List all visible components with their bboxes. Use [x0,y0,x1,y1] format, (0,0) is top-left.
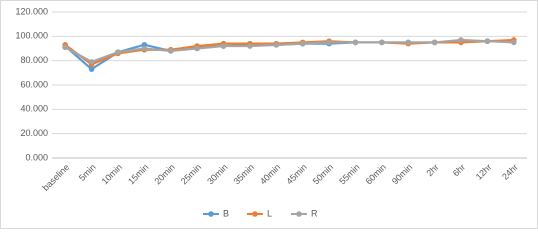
y-tick-label: 100.000 [15,31,48,41]
point [115,49,121,55]
legend-label: R [311,208,318,218]
point [247,43,253,49]
y-tick-label: 0.000 [25,152,48,162]
point [299,40,306,47]
chart-border [0,0,538,229]
legend-marker [296,211,302,217]
point [167,48,174,54]
point [88,59,95,65]
point [379,39,385,46]
legend-label: B [223,208,229,218]
point [141,45,148,52]
point [220,43,227,49]
point [194,45,200,52]
point [458,37,464,43]
series-line [64,38,514,63]
chart: 0.000 20.000 40.000 60.000 80.000 100.000 120.… [0,0,538,229]
legend-label: L [267,208,272,218]
legend-marker [208,211,214,217]
point [62,44,68,51]
point [484,38,491,44]
y-tick-label: 40.000 [20,104,48,114]
point [352,39,359,46]
y-tick-label: 20.000 [20,128,48,138]
y-tick-label: 120.000 [15,6,48,16]
point [88,66,95,72]
point [326,39,332,46]
page: {"chart_data": {"type": "line", "categor… [0,0,538,229]
point [431,39,438,46]
point [511,39,517,46]
legend-marker [252,211,258,217]
point [273,42,280,48]
y-tick-label: 60.000 [20,79,48,89]
y-tick-label: 80.000 [20,55,48,65]
point [405,39,412,46]
